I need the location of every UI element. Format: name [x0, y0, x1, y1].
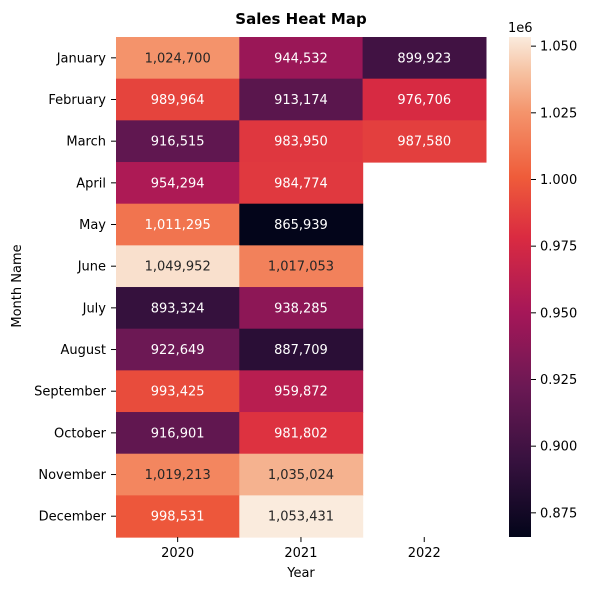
y-tick-label: June — [77, 260, 106, 275]
heatmap-cell — [239, 412, 364, 455]
cell-value-label: 865,939 — [274, 218, 328, 233]
cell-value-label: 998,531 — [151, 510, 205, 525]
y-tick-label: March — [66, 135, 106, 150]
heatmap-cell — [116, 78, 240, 121]
colorbar — [509, 37, 531, 537]
cell-value-label: 899,923 — [397, 51, 451, 66]
y-tick-label: February — [48, 93, 106, 108]
y-tick-label: January — [56, 51, 107, 66]
heatmap-cell — [116, 328, 240, 371]
cell-value-label: 944,532 — [274, 51, 328, 66]
heatmap-cell — [239, 162, 364, 205]
cell-value-label: 1,049,952 — [145, 260, 211, 275]
cell-value-label: 1,017,053 — [268, 260, 334, 275]
cell-value-label: 1,019,213 — [145, 468, 211, 483]
heatmap-cell — [116, 370, 240, 413]
heatmap-cell — [116, 245, 240, 288]
heatmap-cell — [116, 495, 240, 538]
y-tick-label: May — [79, 218, 106, 233]
heatmap-cell — [116, 120, 240, 163]
cell-value-label: 984,774 — [274, 176, 328, 191]
cell-value-label: 954,294 — [151, 176, 205, 191]
heatmap-cell-labels: 1,024,700 944,532 899,923 989,964 913,174 976… — [145, 51, 452, 524]
cell-value-label: 1,053,431 — [268, 510, 334, 525]
heatmap-cell — [239, 370, 364, 413]
colorbar-tick-label: 1.025 — [540, 106, 577, 121]
cell-value-label: 922,649 — [151, 343, 205, 358]
y-tick-label: October — [54, 426, 107, 441]
cell-value-label: 1,035,024 — [268, 468, 334, 483]
colorbar-tick-label: 0.900 — [540, 440, 577, 455]
heatmap-cell — [239, 37, 364, 80]
x-axis: 2020 2021 2022 — [161, 537, 441, 561]
y-tick-label: July — [82, 301, 107, 316]
cell-value-label: 913,174 — [274, 93, 328, 108]
x-tick-label: 2020 — [161, 546, 194, 561]
colorbar-tick-label: 1.000 — [540, 173, 577, 188]
colorbar-tick-label: 0.950 — [540, 306, 577, 321]
heatmap-cell — [116, 203, 240, 246]
heatmap-cell — [116, 162, 240, 205]
colorbar-axis: 0.875 0.900 0.925 0.950 0.975 1.000 1.025 1.050 — [531, 40, 577, 521]
cell-value-label: 916,901 — [151, 426, 205, 441]
heatmap-cell — [116, 412, 240, 455]
chart-title: Sales Heat Map — [235, 10, 367, 28]
cell-value-label: 1,011,295 — [145, 218, 211, 233]
y-axis-label: Month Name — [10, 244, 25, 327]
cell-value-label: 976,706 — [397, 93, 451, 108]
heatmap-cell — [116, 287, 240, 330]
cell-value-label: 887,709 — [274, 343, 328, 358]
heatmap-cell — [239, 78, 364, 121]
heatmap-cell — [239, 495, 364, 538]
cell-value-label: 989,964 — [151, 93, 205, 108]
heatmap-cell — [362, 78, 487, 121]
cell-value-label: 916,515 — [151, 135, 205, 150]
cell-value-label: 981,802 — [274, 426, 328, 441]
heatmap-cell — [239, 245, 364, 288]
y-tick-label: August — [61, 343, 107, 358]
y-axis: January February March April May June July Augu… — [34, 51, 116, 525]
heatmap-cell — [362, 37, 487, 80]
heatmap-cell — [362, 120, 487, 163]
heatmap-cells — [116, 37, 487, 538]
heatmap-cell — [116, 37, 240, 80]
heatmap-cell — [239, 203, 364, 246]
cell-value-label: 993,425 — [151, 385, 205, 400]
y-tick-label: April — [76, 176, 106, 191]
cell-value-label: 987,580 — [397, 135, 451, 150]
x-tick-label: 2022 — [408, 546, 441, 561]
colorbar-tick-label: 0.875 — [540, 506, 577, 521]
x-axis-label: Year — [286, 566, 315, 581]
y-tick-label: November — [38, 468, 106, 483]
cell-value-label: 983,950 — [274, 135, 328, 150]
cell-value-label: 938,285 — [274, 301, 328, 316]
heatmap-cell — [239, 453, 364, 496]
cell-value-label: 893,324 — [151, 301, 205, 316]
heatmap-cell — [116, 453, 240, 496]
y-tick-label: September — [34, 385, 107, 400]
heatmap-cell — [239, 328, 364, 371]
x-tick-label: 2021 — [284, 546, 317, 561]
heatmap-cell — [239, 287, 364, 330]
colorbar-tick-label: 1.050 — [540, 40, 577, 55]
heatmap-cell — [239, 120, 364, 163]
colorbar-scale-label: 1e6 — [508, 21, 533, 36]
colorbar-tick-label: 0.975 — [540, 240, 577, 255]
y-tick-label: December — [39, 510, 107, 525]
colorbar-tick-label: 0.925 — [540, 373, 577, 388]
cell-value-label: 1,024,700 — [145, 51, 211, 66]
cell-value-label: 959,872 — [274, 385, 328, 400]
